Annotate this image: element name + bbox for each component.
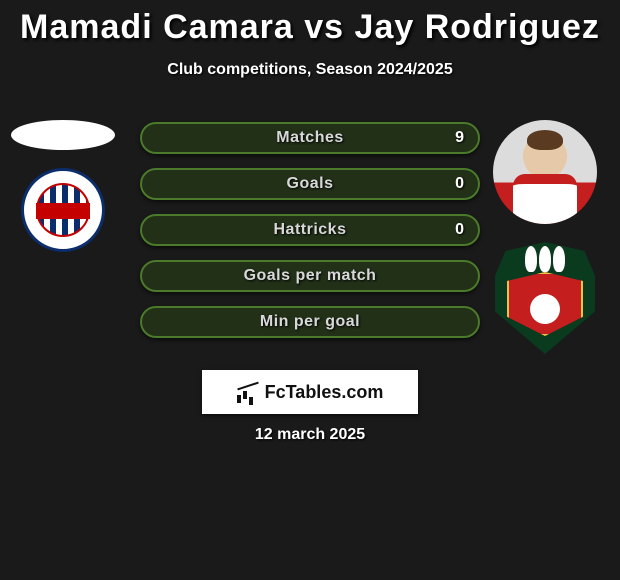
stat-row-matches: Matches 9 bbox=[140, 122, 480, 154]
stat-row-goals-per-match: Goals per match bbox=[140, 260, 480, 292]
wrexham-feathers bbox=[525, 246, 565, 272]
feather-icon bbox=[525, 246, 537, 272]
left-player-column bbox=[8, 120, 118, 252]
stat-right-value: 0 bbox=[455, 221, 464, 239]
subtitle: Club competitions, Season 2024/2025 bbox=[0, 61, 620, 79]
page-title: Mamadi Camara vs Jay Rodriguez bbox=[0, 0, 620, 47]
stat-label: Goals per match bbox=[244, 267, 377, 285]
reading-crest-band bbox=[36, 203, 90, 219]
stat-row-goals: Goals 0 bbox=[140, 168, 480, 200]
feather-icon bbox=[539, 246, 551, 272]
stat-right-value: 9 bbox=[455, 129, 464, 147]
stat-row-min-per-goal: Min per goal bbox=[140, 306, 480, 338]
right-player-photo bbox=[493, 120, 597, 224]
chart-icon bbox=[237, 381, 259, 403]
stat-label: Matches bbox=[276, 129, 344, 147]
right-club-crest bbox=[493, 242, 597, 354]
feather-icon bbox=[553, 246, 565, 272]
stat-label: Hattricks bbox=[274, 221, 347, 239]
stat-label: Min per goal bbox=[260, 313, 360, 331]
left-player-photo-placeholder bbox=[11, 120, 115, 150]
left-club-crest bbox=[21, 168, 105, 252]
wrexham-ball-icon bbox=[530, 294, 560, 324]
fctables-watermark: FcTables.com bbox=[202, 370, 418, 414]
watermark-text: FcTables.com bbox=[265, 382, 384, 403]
stats-list: Matches 9 Goals 0 Hattricks 0 Goals per … bbox=[140, 122, 480, 338]
stat-right-value: 0 bbox=[455, 175, 464, 193]
stat-row-hattricks: Hattricks 0 bbox=[140, 214, 480, 246]
right-player-column bbox=[490, 120, 600, 354]
generated-date: 12 march 2025 bbox=[0, 426, 620, 444]
reading-crest-inner bbox=[36, 183, 90, 237]
stat-label: Goals bbox=[287, 175, 334, 193]
